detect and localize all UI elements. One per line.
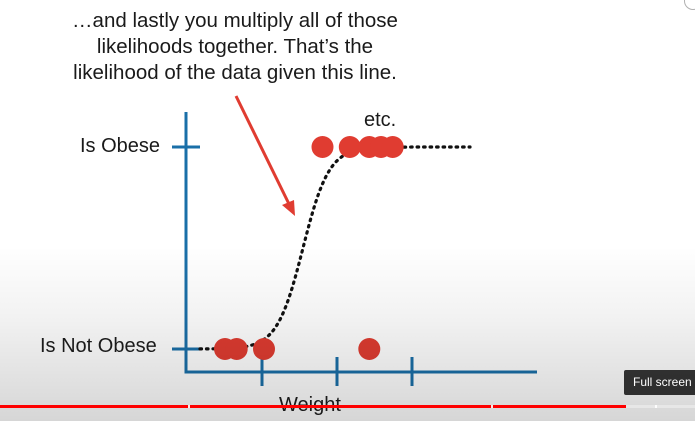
chapter-marker [188,405,190,408]
y-label-not-obese: Is Not Obese [40,335,157,357]
fullscreen-tooltip: Full screen [624,370,695,395]
data-point [253,338,275,360]
chart-axes [172,112,537,386]
etc-annotation: etc. [364,109,397,131]
data-points [214,136,404,360]
y-label-obese: Is Obese [80,135,161,157]
data-point [225,338,248,360]
corner-icon [684,0,695,10]
logistic-curve [198,145,472,351]
data-point [338,136,361,158]
progress-played [0,405,626,408]
data-point [381,136,404,158]
data-point [311,136,334,158]
chapter-marker [655,405,657,408]
annotation-arrow [234,95,295,216]
chapter-marker [491,405,493,408]
progress-bar[interactable] [0,405,695,408]
slide-caption: …and lastly you multiply all of those li… [72,9,398,84]
data-point [358,338,381,360]
